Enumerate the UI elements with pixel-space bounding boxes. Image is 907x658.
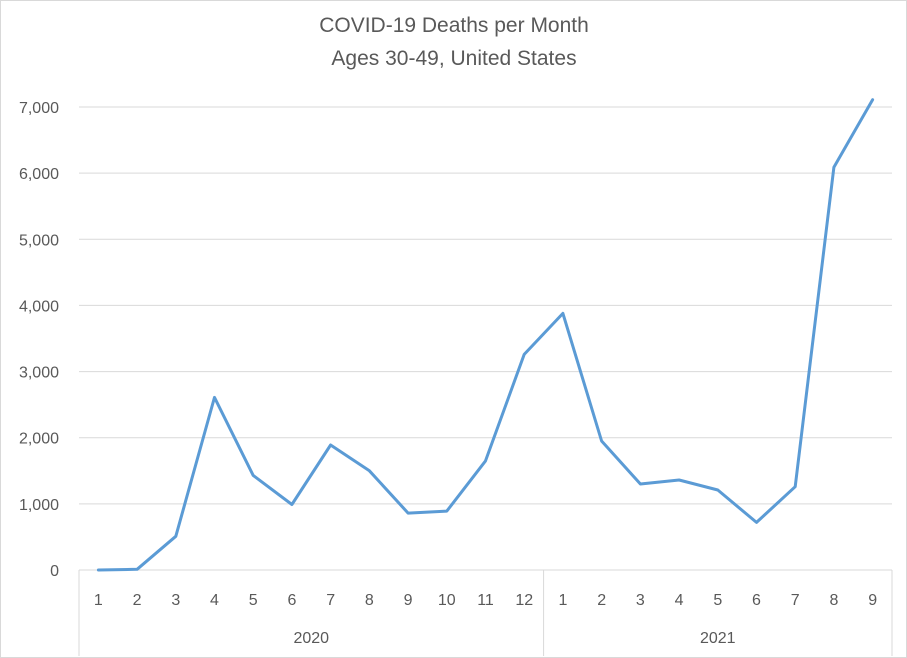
x-tick-label: 10 [438,592,456,609]
x-tick-label: 3 [636,592,645,609]
chart-subtitle: Ages 30-49, United States [331,47,576,70]
x-tick-label: 2 [133,592,142,609]
x-tick-label: 9 [404,592,413,609]
x-tick-label: 1 [558,592,567,609]
x-group-label: 2021 [700,630,736,647]
y-tick-label: 0 [50,563,59,580]
x-tick-label: 4 [210,592,219,609]
gridlines [79,106,892,505]
series-layer [96,98,875,572]
y-tick-label: 7,000 [19,100,59,117]
x-tick-label: 7 [791,592,800,609]
x-tick-label: 2 [597,592,606,609]
x-tick-label: 5 [713,592,722,609]
x-tick-label: 7 [326,592,335,609]
y-tick-label: 2,000 [19,431,59,448]
chart-title: COVID-19 Deaths per Month [319,14,589,37]
y-axis-ticks: 0 1,000 2,000 3,000 4,000 5,000 6,000 7,000 [19,100,59,580]
x-tick-label: 9 [868,592,877,609]
x-group-label: 2020 [293,630,329,647]
x-tick-label: 6 [287,592,296,609]
x-tick-label: 6 [752,592,761,609]
x-tick-label: 11 [477,592,494,609]
x-tick-label: 3 [171,592,180,609]
x-tick-label: 8 [829,592,838,609]
x-tick-label: 5 [249,592,258,609]
x-tick-label: 4 [675,592,684,609]
x-tick-label: 12 [515,592,533,609]
y-tick-label: 1,000 [19,497,59,514]
y-tick-label: 6,000 [19,166,59,183]
y-tick-label: 4,000 [19,298,59,315]
x-tick-label: 8 [365,592,374,609]
series-line [96,98,875,572]
y-tick-label: 3,000 [19,365,59,382]
y-tick-label: 5,000 [19,232,59,249]
x-tick-label: 1 [94,592,103,609]
